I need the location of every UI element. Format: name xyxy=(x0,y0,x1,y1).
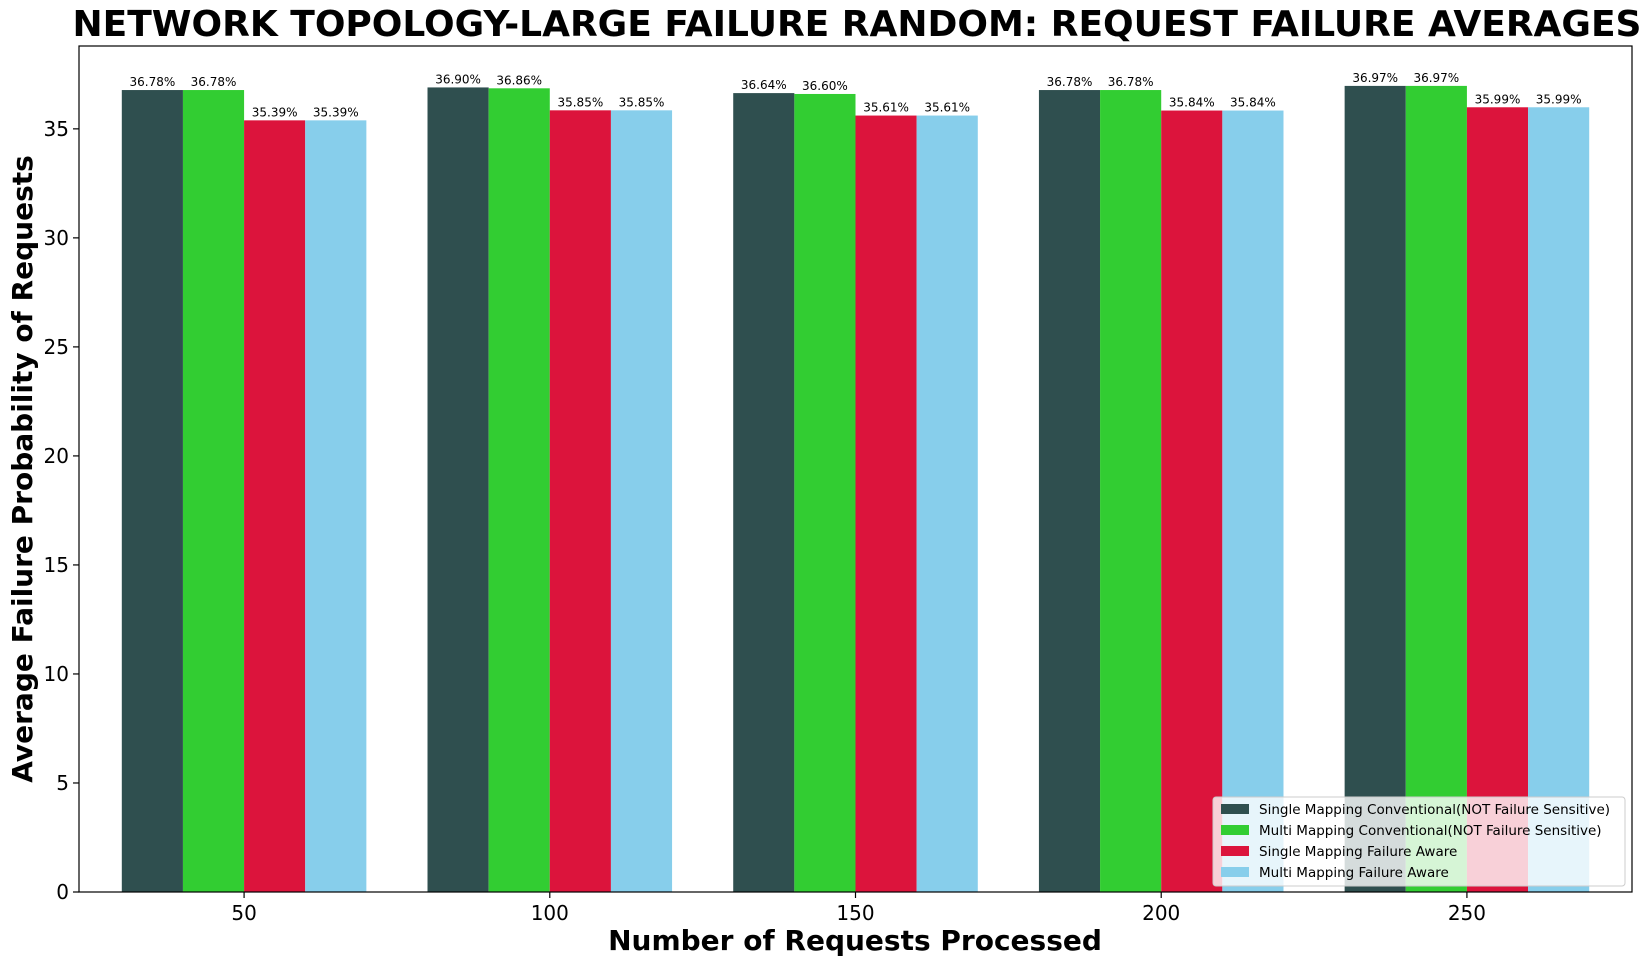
bar-series-1-50 xyxy=(121,90,183,893)
legend-swatch-2 xyxy=(1221,825,1249,835)
legend-label-1: Single Mapping Conventional(NOT Failure … xyxy=(1259,802,1610,818)
y-axis-label: Average Failure Probability of Requests xyxy=(6,155,39,783)
bar-series-3-100 xyxy=(549,110,611,893)
data-label-series-1-100: 36.90% xyxy=(435,72,481,86)
y-tick-label-20: 20 xyxy=(44,444,69,468)
x-axis: 50 100 150 200 250 xyxy=(231,892,1486,925)
data-label-series-3-250: 35.99% xyxy=(1475,92,1521,106)
legend-swatch-3 xyxy=(1221,846,1249,856)
bar-series-1-100 xyxy=(427,87,489,892)
legend-items: Single Mapping Conventional(NOT Failure … xyxy=(1221,802,1610,881)
data-label-series-4-50: 35.39% xyxy=(313,105,359,119)
legend-box xyxy=(1212,796,1626,887)
bar-series-2-250 xyxy=(1405,85,1467,892)
bar-series-2-100 xyxy=(488,88,550,893)
x-tick-label-200: 200 xyxy=(1142,901,1180,925)
data-label-series-2-150: 36.60% xyxy=(802,79,848,93)
bar-series-4-100 xyxy=(610,110,673,893)
y-tick-label-25: 25 xyxy=(44,335,69,359)
legend-label-3: Single Mapping Failure Aware xyxy=(1259,844,1457,860)
data-label-series-2-100: 36.86% xyxy=(496,73,542,87)
bar-series-1-250 xyxy=(1344,85,1406,892)
y-axis: 0 5 10 15 20 25 30 35 xyxy=(44,117,79,904)
data-label-series-2-250: 36.97% xyxy=(1413,71,1459,85)
bar-series-4-200 xyxy=(1222,110,1284,892)
data-label-series-4-250: 35.99% xyxy=(1536,92,1582,106)
y-tick-label-10: 10 xyxy=(44,662,69,686)
legend-label-4: Multi Mapping Failure Aware xyxy=(1259,865,1449,881)
legend: Single Mapping Conventional(NOT Failure … xyxy=(1212,796,1626,887)
chart-title: NETWORK TOPOLOGY-LARGE FAILURE RANDOM: R… xyxy=(73,4,1639,45)
bar-series-4-150 xyxy=(916,115,978,892)
bar-series-2-200 xyxy=(1100,90,1162,893)
y-tick-label-0: 0 xyxy=(56,880,69,904)
data-label-series-4-200: 35.84% xyxy=(1230,96,1276,110)
data-label-series-4-100: 35.85% xyxy=(619,95,665,109)
bar-series-4-50 xyxy=(305,120,367,893)
x-tick-label-100: 100 xyxy=(531,901,569,925)
data-labels-layer: 36.78% 36.90% 36.64% 36.78% 36.97% 36.78% 36.8… xyxy=(129,71,1581,119)
bar-series-4-250 xyxy=(1528,107,1590,892)
data-label-series-3-100: 35.85% xyxy=(557,95,603,109)
data-label-series-1-200: 36.78% xyxy=(1047,75,1093,89)
x-tick-label-50: 50 xyxy=(231,901,256,925)
bar-series-3-150 xyxy=(855,115,917,892)
data-label-series-2-200: 36.78% xyxy=(1108,75,1154,89)
y-tick-label-5: 5 xyxy=(56,771,69,795)
data-label-series-1-150: 36.64% xyxy=(741,78,787,92)
data-label-series-3-50: 35.39% xyxy=(252,105,298,119)
bar-series-2-150 xyxy=(794,93,856,893)
x-tick-label-250: 250 xyxy=(1448,901,1486,925)
bar-series-2-50 xyxy=(182,90,245,893)
bars-layer xyxy=(121,85,1590,893)
x-tick-label-150: 150 xyxy=(836,901,874,925)
data-label-series-3-200: 35.84% xyxy=(1169,96,1215,110)
data-label-series-4-150: 35.61% xyxy=(924,101,970,115)
y-tick-label-30: 30 xyxy=(44,226,69,250)
bar-series-1-200 xyxy=(1038,90,1101,893)
legend-swatch-1 xyxy=(1221,804,1249,814)
bar-series-3-250 xyxy=(1466,107,1529,892)
bar-series-1-150 xyxy=(733,93,795,892)
data-label-series-1-250: 36.97% xyxy=(1352,71,1398,85)
data-label-series-1-50: 36.78% xyxy=(129,75,175,89)
x-axis-label: Number of Requests Processed xyxy=(608,924,1102,957)
bar-series-3-50 xyxy=(244,120,306,893)
y-tick-label-15: 15 xyxy=(44,553,69,577)
legend-swatch-4 xyxy=(1221,867,1249,877)
bar-series-3-200 xyxy=(1161,110,1223,892)
legend-label-2: Multi Mapping Conventional(NOT Failure S… xyxy=(1259,823,1602,839)
data-label-series-3-150: 35.61% xyxy=(863,101,909,115)
data-label-series-2-50: 36.78% xyxy=(191,75,237,89)
y-tick-label-35: 35 xyxy=(44,117,69,141)
